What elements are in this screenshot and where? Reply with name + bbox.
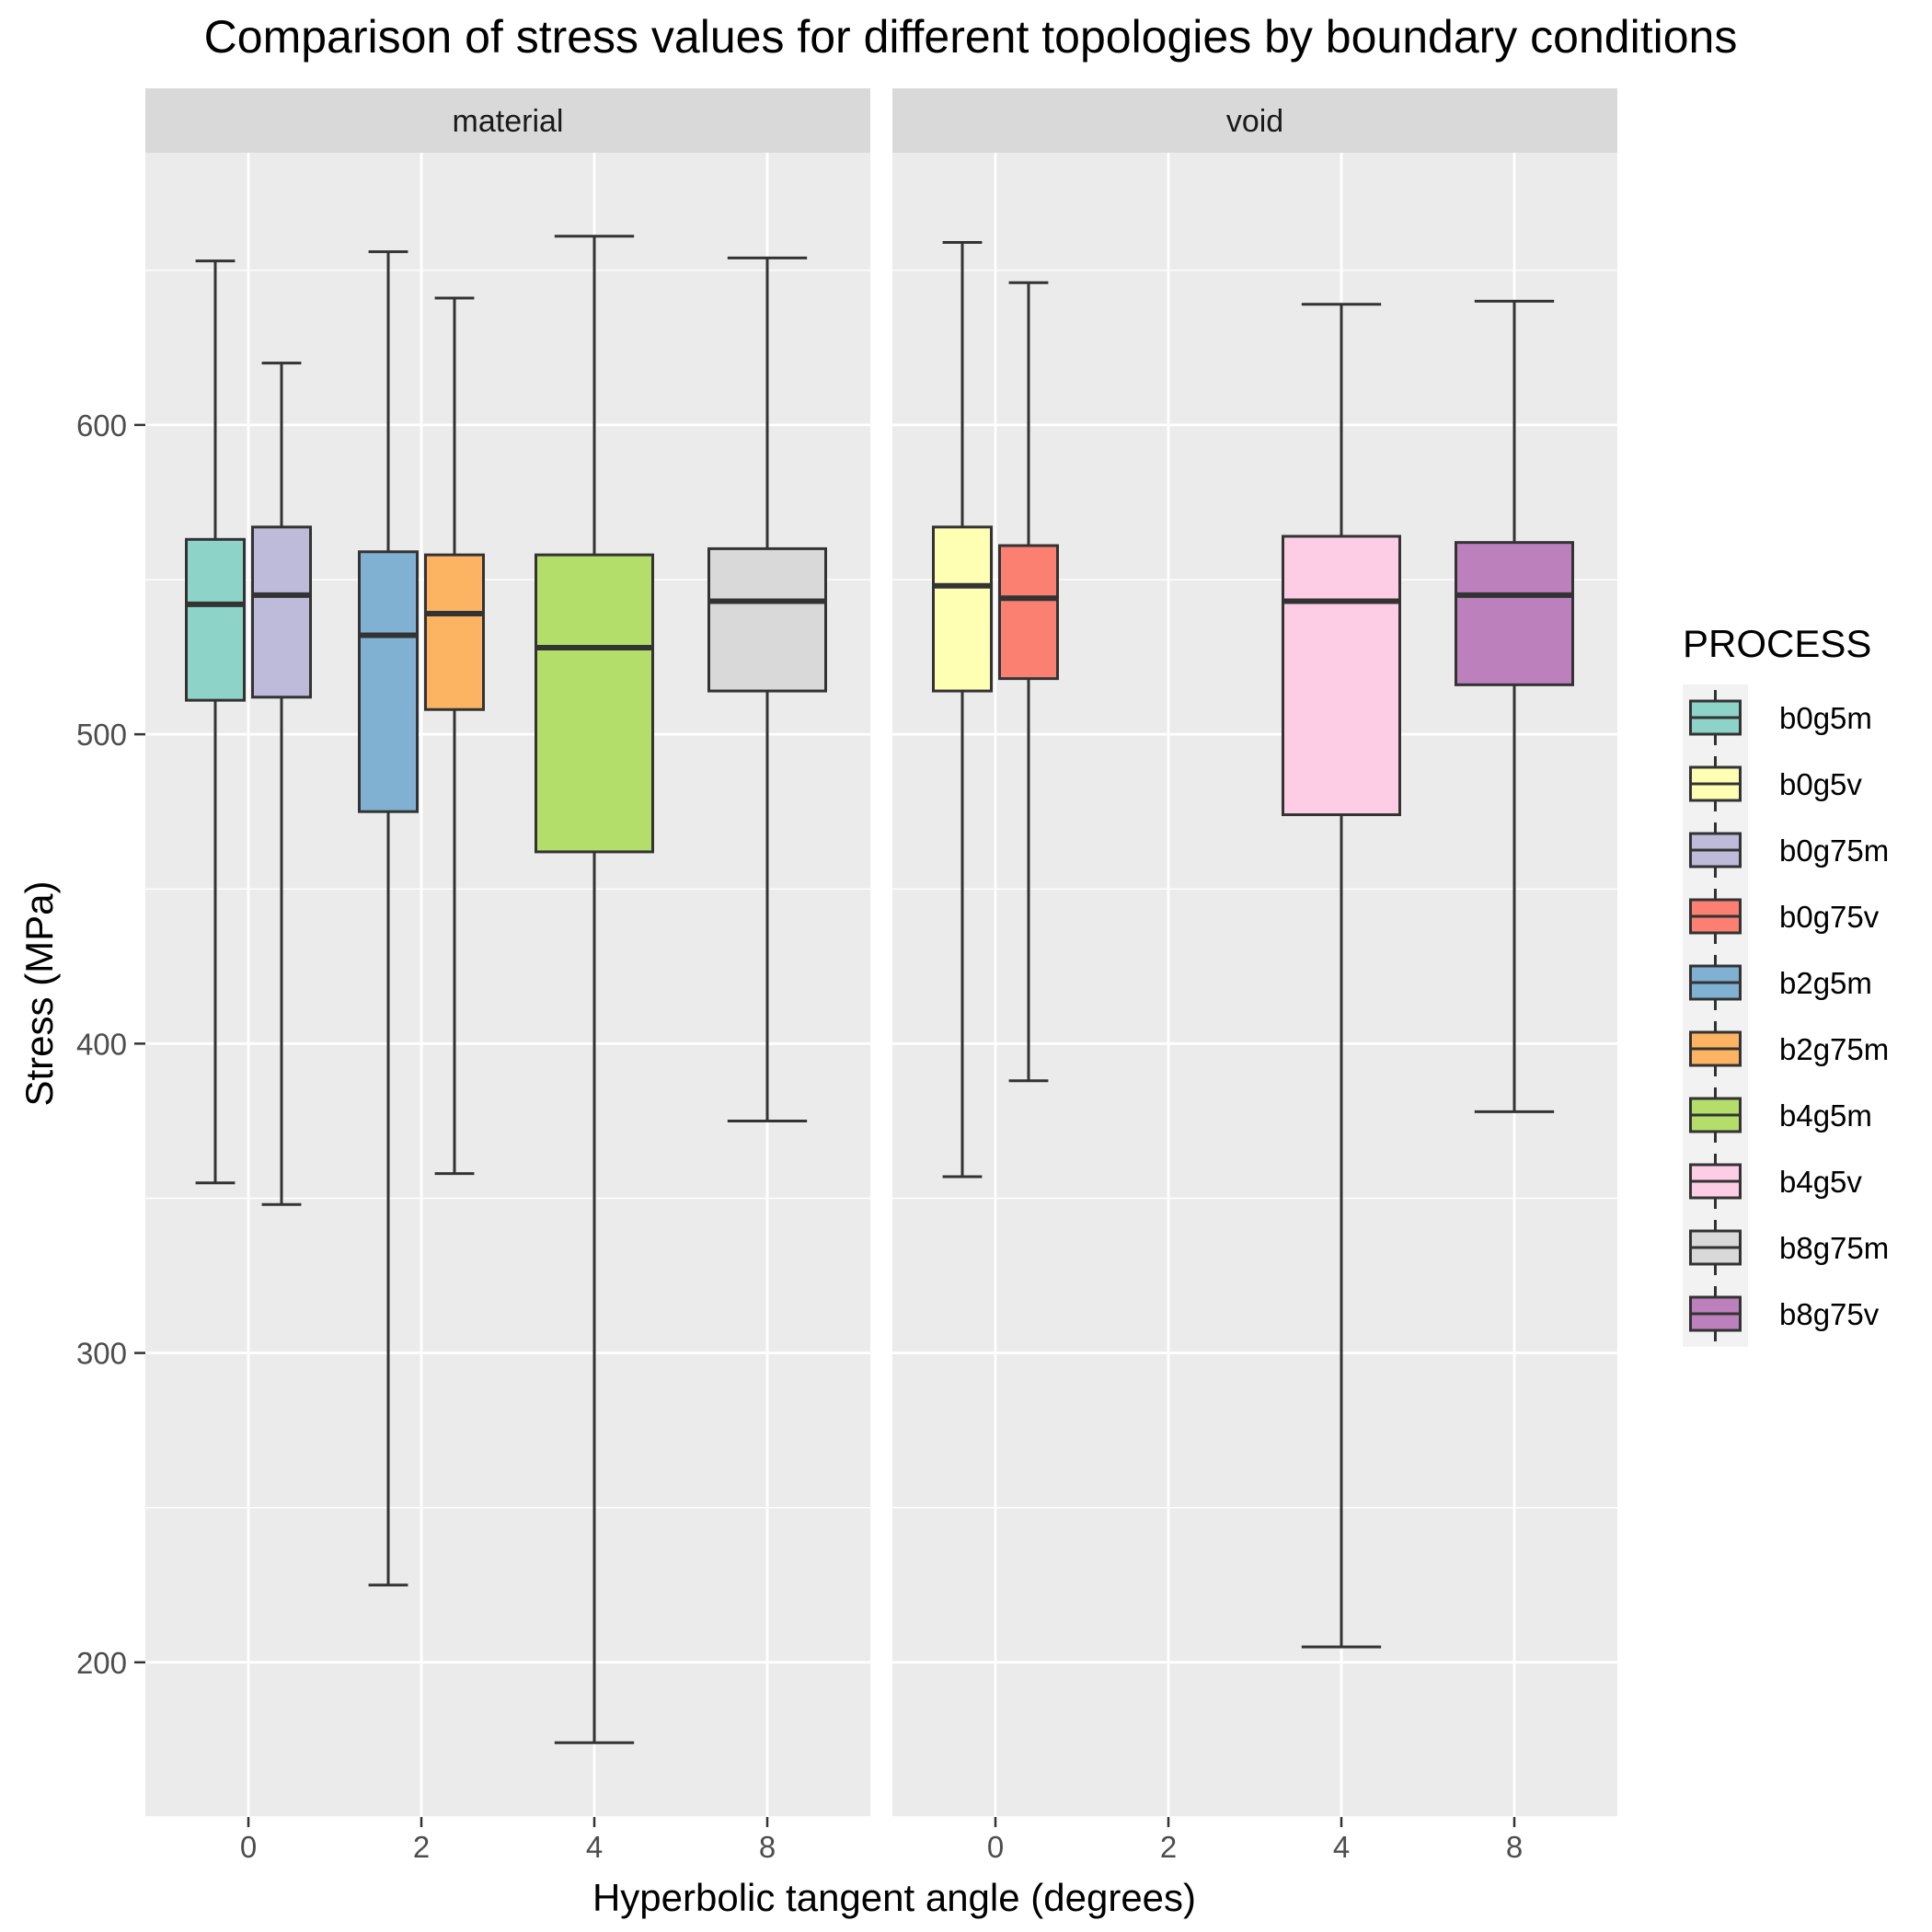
legend-item-b0g75v: b0g75v xyxy=(1689,889,1880,944)
legend-item-b0g75m: b0g75m xyxy=(1689,822,1889,878)
box-b2g75m xyxy=(424,296,485,1176)
legend-title: PROCESS xyxy=(1683,622,1871,665)
legend-item-b4g5m: b4g5m xyxy=(1689,1087,1872,1143)
legend-item-label: b0g75m xyxy=(1779,834,1889,868)
legend-item-label: b4g5m xyxy=(1779,1098,1872,1133)
box-iqr xyxy=(998,544,1059,681)
y-tick-label: 400 xyxy=(76,1027,127,1061)
facet-panel-void: void xyxy=(892,88,1617,1818)
y-tick-label: 500 xyxy=(76,718,127,752)
legend-item-label: b0g75v xyxy=(1779,900,1880,934)
y-axis-title: Stress (MPa) xyxy=(17,880,61,1106)
legend-item-label: b4g5v xyxy=(1779,1165,1862,1199)
legend-item-label: b2g5m xyxy=(1779,966,1872,1000)
x-tick-label: 8 xyxy=(1506,1830,1523,1864)
facet-strip-label: material xyxy=(453,104,564,139)
legend-item-label: b0g5v xyxy=(1779,767,1862,801)
box-iqr xyxy=(424,553,485,711)
x-tick-label: 8 xyxy=(759,1830,776,1864)
legend-item-label: b8g75m xyxy=(1779,1231,1889,1265)
legend-item-b8g75m: b8g75m xyxy=(1689,1220,1889,1275)
box-b2g5m xyxy=(358,250,419,1587)
facet-strip xyxy=(145,88,870,153)
box-iqr xyxy=(251,525,312,699)
box-iqr xyxy=(707,546,827,693)
legend-item-b2g5m: b2g5m xyxy=(1689,955,1872,1010)
legend-item-label: b2g75m xyxy=(1779,1032,1889,1066)
x-tick-label: 2 xyxy=(413,1830,430,1864)
x-tick-label: 4 xyxy=(1333,1830,1350,1864)
box-b0g5v xyxy=(932,241,993,1179)
legend-item-b8g75v: b8g75v xyxy=(1689,1286,1880,1341)
y-axis: 200 300 400 500 600 xyxy=(76,408,145,1680)
panel-background xyxy=(892,153,1617,1817)
box-b4g5v xyxy=(1282,303,1401,1649)
facet-panels: material void xyxy=(145,88,1617,1818)
legend-item-label: b8g75v xyxy=(1779,1297,1880,1331)
box-iqr xyxy=(932,525,993,693)
legend-item-label: b0g5m xyxy=(1779,701,1872,735)
box-b0g5m xyxy=(185,259,246,1185)
legend-item-b0g5m: b0g5m xyxy=(1689,690,1872,745)
x-axis: 0 2 4 8 0 2 4 8 xyxy=(240,1817,1523,1864)
legend: PROCESS b0g5m b0g5v b0g75m b0g75v b2g5m b2g75… xyxy=(1683,622,1889,1347)
box-b8g75m xyxy=(707,256,827,1122)
box-iqr xyxy=(1282,535,1401,817)
legend-item-b2g75m: b2g75m xyxy=(1689,1021,1889,1076)
box-iqr xyxy=(358,550,419,813)
box-iqr xyxy=(1455,541,1574,686)
facet-panel-material: material xyxy=(145,88,870,1818)
box-b8g75v xyxy=(1455,299,1574,1113)
facet-strip xyxy=(892,88,1617,153)
x-axis-title: Hyperbolic tangent angle (degrees) xyxy=(592,1876,1196,1919)
box-iqr xyxy=(185,537,246,702)
x-tick-label: 0 xyxy=(987,1830,1004,1864)
box-iqr xyxy=(535,553,654,854)
chart-title: Comparison of stress values for differen… xyxy=(204,11,1738,63)
legend-item-b0g5v: b0g5v xyxy=(1689,756,1862,811)
legend-item-b4g5v: b4g5v xyxy=(1689,1154,1862,1209)
y-tick-label: 200 xyxy=(76,1646,127,1680)
x-tick-label: 2 xyxy=(1160,1830,1177,1864)
panel-background xyxy=(145,153,870,1817)
x-tick-label: 0 xyxy=(240,1830,257,1864)
facet-strip-label: void xyxy=(1226,104,1283,139)
box-b4g5m xyxy=(535,235,654,1744)
box-b0g75v xyxy=(998,281,1059,1083)
y-tick-label: 600 xyxy=(76,408,127,443)
box-b0g75m xyxy=(251,362,312,1206)
y-tick-label: 300 xyxy=(76,1337,127,1371)
x-tick-label: 4 xyxy=(586,1830,603,1864)
